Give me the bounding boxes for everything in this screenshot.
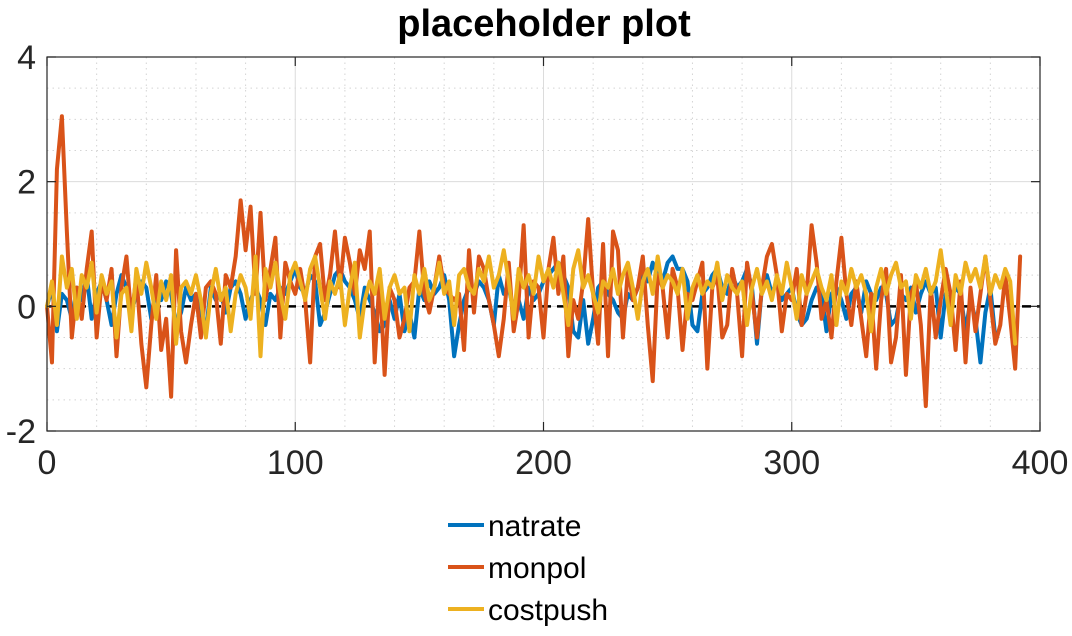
chart-title: placeholder plot — [397, 3, 691, 45]
x-tick-label: 400 — [1012, 444, 1069, 482]
y-tick-label: 2 — [17, 164, 36, 202]
x-tick-label: 200 — [515, 444, 572, 482]
y-tick-label: 4 — [17, 39, 36, 77]
legend: natrate monpol costpush — [448, 510, 608, 627]
legend-label-natrate: natrate — [488, 510, 581, 543]
x-tick-label: 0 — [38, 444, 57, 482]
y-tick-label: -2 — [6, 413, 36, 451]
series-line-costpush — [45, 248, 1018, 359]
legend-label-costpush: costpush — [488, 594, 608, 627]
legend-label-monpol: monpol — [488, 552, 586, 585]
x-tick-label: 100 — [267, 444, 324, 482]
x-tick-label: 300 — [763, 444, 820, 482]
y-tick-label: 0 — [17, 288, 36, 326]
